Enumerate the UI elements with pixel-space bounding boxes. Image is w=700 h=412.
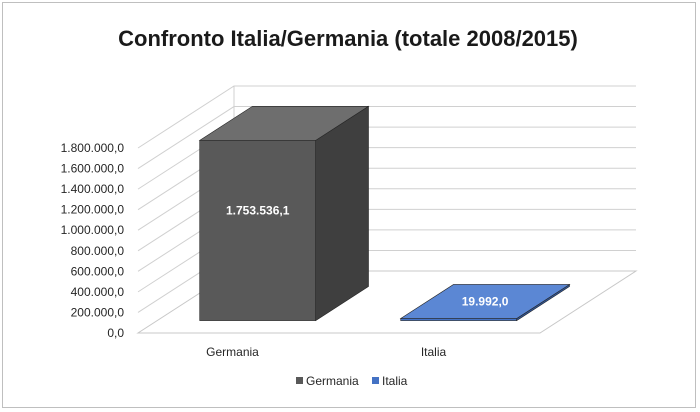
legend-item-italia: Italia bbox=[372, 374, 408, 388]
y-tick-label: 1.600.000,0 bbox=[61, 162, 125, 176]
x-axis-labels: Germania Italia bbox=[206, 345, 446, 359]
legend-swatch bbox=[296, 377, 303, 384]
bar-side bbox=[315, 105, 369, 322]
y-tick-label: 1.200.000,0 bbox=[61, 203, 125, 217]
y-tick-label: 400.000,0 bbox=[71, 285, 125, 299]
y-axis-ticks: 0,0 200.000,0 400.000,0 600.000,0 800.000,0 1… bbox=[61, 141, 125, 340]
y-tick-label: 200.000,0 bbox=[71, 305, 125, 319]
gridline bbox=[137, 106, 636, 169]
legend-item-germania: Germania bbox=[296, 374, 359, 388]
data-label: 19.992,0 bbox=[462, 294, 509, 308]
y-tick-label: 0,0 bbox=[107, 326, 124, 340]
gridline bbox=[137, 85, 636, 149]
y-tick-label: 600.000,0 bbox=[71, 264, 125, 278]
x-tick-label: Germania bbox=[206, 345, 259, 359]
legend-label: Germania bbox=[306, 374, 359, 388]
bars: 1.753.536,1 19.992,0 bbox=[198, 105, 571, 322]
chart-title: Confronto Italia/Germania (totale 2008/2… bbox=[118, 26, 578, 51]
legend-swatch bbox=[372, 377, 379, 384]
data-label: 1.753.536,1 bbox=[226, 203, 290, 217]
bar-top bbox=[399, 284, 571, 319]
bar-front bbox=[400, 318, 518, 321]
y-tick-label: 800.000,0 bbox=[71, 244, 125, 258]
legend: Germania Italia bbox=[296, 374, 408, 388]
bar-germania: 1.753.536,1 bbox=[198, 105, 370, 322]
y-tick-label: 1.000.000,0 bbox=[61, 223, 125, 237]
legend-label: Italia bbox=[382, 374, 408, 388]
bar-front bbox=[199, 140, 316, 321]
bar-top bbox=[198, 105, 370, 141]
bar-italia: 19.992,0 bbox=[399, 283, 571, 322]
x-tick-label: Italia bbox=[421, 345, 447, 359]
y-tick-label: 1.400.000,0 bbox=[61, 182, 125, 196]
y-tick-label: 1.800.000,0 bbox=[61, 141, 125, 155]
